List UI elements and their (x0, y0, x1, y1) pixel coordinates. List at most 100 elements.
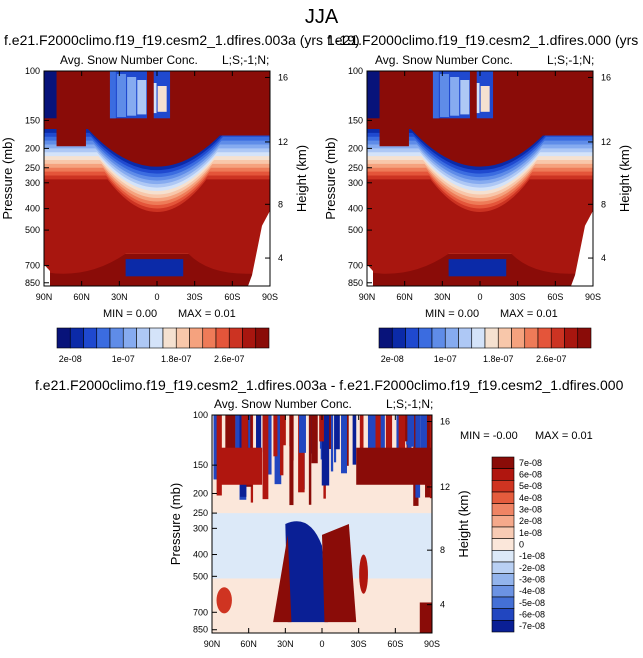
panel3-cbar-box-7 (491, 538, 515, 551)
panel2-cbar-label-1: 1e-07 (434, 354, 457, 364)
panel3-cbar-label-10: -3e-08 (519, 575, 545, 585)
panel2-max-text: MAX = 0.01 (500, 308, 558, 320)
panel3-cbar-label-9: -2e-08 (519, 563, 545, 573)
panel3-ytick-label-100: 100 (193, 410, 208, 420)
panel1-band-13 (44, 179, 270, 274)
panel1-cbar-box-1 (69, 327, 84, 349)
panel3-red-blob-n (216, 587, 232, 614)
panel2-red-block-n (379, 71, 409, 147)
panel1-cbar-box-11 (202, 327, 217, 349)
panel2-ylabel-right: Height (km) (617, 145, 632, 212)
panel3-cbar-label-7: 0 (519, 540, 524, 550)
panel2-cbar-label-0: 2e-08 (381, 354, 404, 364)
panel2-ytick-label-500: 500 (348, 225, 363, 235)
panel3-stripe-6 (359, 415, 364, 453)
panel3-htick-label-16: 16 (440, 417, 450, 427)
panel2-xtick-label-3: 0 (477, 292, 482, 302)
panel2-left-string: Avg. Snow Number Conc. (375, 53, 513, 67)
panel1-max-text: MAX = 0.01 (178, 308, 236, 320)
panel2-ytick-label-100: 100 (348, 66, 363, 76)
panel2-cbar-box-8 (484, 327, 499, 349)
panel1-ylabel-right: Height (km) (294, 145, 309, 212)
panel2-ytick-label-200: 200 (348, 143, 363, 153)
panel2-xtick-label-6: 90S (585, 292, 601, 302)
panel3-ytick-label-150: 150 (193, 460, 208, 470)
panel3-stripe-36 (308, 415, 312, 505)
panel2-tropic-col-2 (450, 77, 460, 116)
panel3-ytick-label-850: 850 (193, 625, 208, 635)
panel2-ytick-label-300: 300 (348, 178, 363, 188)
panel1-xtick-label-2: 30N (111, 292, 128, 302)
panel2-cbar-box-3 (418, 327, 433, 349)
panel3-stripe-54 (385, 415, 393, 460)
panel3-cbar-label-11: -4e-08 (519, 586, 545, 596)
panel3-stripe-61 (289, 415, 294, 506)
panel2-cbar-label-3: 2.6e-07 (536, 354, 567, 364)
panel1-cbar-box-8 (162, 327, 177, 349)
panel3-xtick-label-5: 60S (387, 639, 403, 649)
panel3-cbar-label-13: -6e-08 (519, 610, 545, 620)
panel3-cbar-box-5 (491, 515, 515, 528)
panel2-tropic-col-1 (439, 74, 449, 117)
panel2-surface-blue (448, 259, 507, 277)
panel3-cbar-box-4 (491, 503, 515, 516)
panel3-stripe-28 (311, 415, 318, 464)
panel3-red-blob-s (359, 554, 368, 594)
panel3-cbar-box-13 (491, 608, 515, 621)
panel2-red-block-s (513, 71, 593, 136)
panel2-cbar-box-4 (431, 327, 446, 349)
panel3-stripe-65 (319, 415, 324, 442)
panel3-min-text: MIN = -0.00 (460, 430, 518, 442)
panel3-red-blob-pole (419, 602, 432, 633)
panel2-cbar-box-9 (497, 327, 512, 349)
panel1-xtick-label-6: 90S (262, 292, 278, 302)
panel1-cbar-box-2 (83, 327, 98, 349)
panel3-htick-label-12: 12 (440, 482, 450, 492)
panel1-xtick-label-3: 0 (154, 292, 159, 302)
panel1-cbar-box-10 (189, 327, 204, 349)
panel3-stripe-47 (235, 415, 240, 456)
panel3-cbar-label-2: 5e-08 (519, 481, 542, 491)
panel2-cbar-box-7 (471, 327, 486, 349)
panel1-cbar-box-4 (109, 327, 124, 349)
panel1-xtick-label-5: 60S (224, 292, 240, 302)
panel3-stripe-64 (341, 415, 347, 474)
panel2-terrain-n (367, 264, 373, 286)
panel3-stripe-37 (298, 415, 305, 493)
panel3-stripe-68 (398, 415, 406, 479)
panel2-right-string: L;S;-1;N; (547, 53, 595, 67)
panel3-cbar-box-12 (491, 596, 515, 609)
panel1-cbar-box-14 (242, 327, 257, 349)
panel1-ytick-label-200: 200 (25, 143, 40, 153)
panel3-stripe-32 (328, 415, 333, 450)
panel3-cbar-box-1 (491, 468, 515, 481)
panel1-red-spike-1 (146, 71, 154, 157)
panel3-cbar-box-2 (491, 480, 515, 493)
panel3-field (212, 415, 432, 633)
panel3-xtick-label-1: 60N (240, 639, 257, 649)
panel2-cbar-box-0 (378, 327, 393, 349)
panel3-ylabel: Pressure (mb) (168, 483, 183, 565)
panel2-ytick-label-400: 400 (348, 204, 363, 214)
panel1-htick-label-16: 16 (278, 72, 288, 82)
panel3-right-string: L;S;-1;N; (386, 397, 434, 411)
panel2-htick-label-12: 12 (601, 137, 611, 147)
panel3-red-block-s (356, 447, 432, 485)
panel2-cbar-box-13 (550, 327, 565, 349)
panel1-title: f.e21.F2000climo.f19_f19.cesm2_1.dfires.… (4, 32, 360, 48)
figure-title: JJA (304, 6, 339, 28)
panel1-cbar-label-2: 1.8e-07 (161, 354, 192, 364)
panel2-min-text: MIN = 0.00 (425, 308, 480, 320)
panel3-stripe-57 (375, 415, 381, 476)
panel2-cbar-box-6 (458, 327, 473, 349)
panel1-cbar-box-5 (122, 327, 137, 349)
panel1-right-string: L;S;-1;N; (222, 53, 270, 67)
panel3-cbar-label-6: 1e-08 (519, 528, 542, 538)
panel3-left-string: Avg. Snow Number Conc. (214, 397, 352, 411)
panel2-cbar-box-15 (577, 327, 592, 349)
panel3-stripe-41 (325, 415, 328, 467)
panel1-terrain-n (44, 264, 50, 286)
panel3-cbar-box-0 (491, 456, 515, 469)
panel1-ytick-label-700: 700 (25, 261, 40, 271)
panel3-cbar-box-10 (491, 573, 515, 586)
